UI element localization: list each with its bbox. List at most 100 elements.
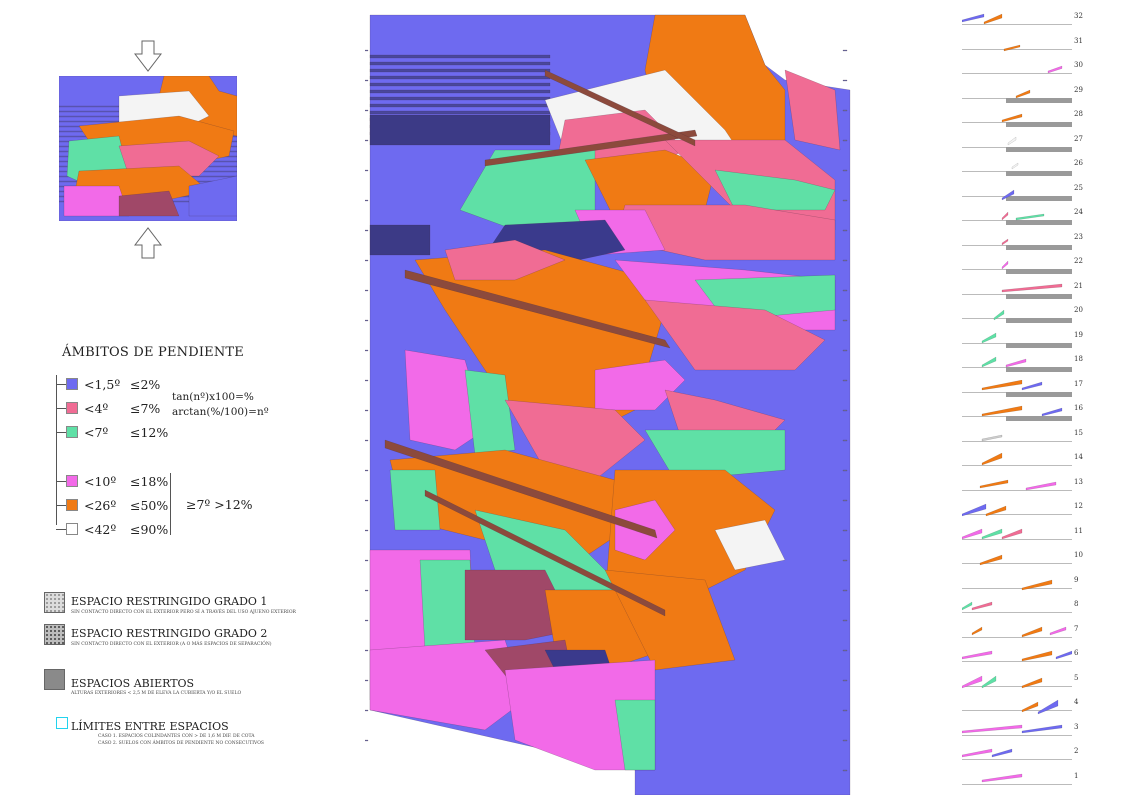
section-number: 16 <box>1074 404 1083 412</box>
section-number: 4 <box>1074 698 1079 706</box>
axis-tick <box>365 589 369 592</box>
axis-tick <box>365 619 369 622</box>
section-number: 3 <box>1074 722 1079 731</box>
section-open-space <box>1006 293 1072 299</box>
section-5: 5 <box>962 674 1122 692</box>
section-number: 10 <box>1074 551 1083 559</box>
axis-tick <box>842 109 848 112</box>
section-open-space <box>1006 146 1072 152</box>
section-ground-line <box>962 465 1072 466</box>
white-low <box>714 519 786 571</box>
section-22: 22 <box>962 257 1122 275</box>
axis-tick <box>842 709 848 712</box>
section-18: 18 <box>962 355 1122 373</box>
section-number: 25 <box>1074 183 1083 192</box>
section-slope-patch <box>991 748 1013 758</box>
axis-tick <box>365 409 369 412</box>
axis-tick <box>842 379 848 382</box>
section-open-space <box>1006 269 1072 274</box>
axis-tick <box>842 589 848 592</box>
section-slope-patch <box>1003 44 1021 51</box>
axis-tick <box>842 649 848 652</box>
section-10: 10 <box>962 551 1122 569</box>
section-number: 31 <box>1074 36 1083 45</box>
axis-tick <box>842 349 848 352</box>
restricted-1-swatch <box>44 592 65 613</box>
axis-tick <box>842 499 848 502</box>
section-number: 17 <box>1074 379 1083 388</box>
axis-tick <box>842 409 848 412</box>
section-slope-patch <box>981 773 1023 782</box>
section-ground-line <box>962 636 1072 638</box>
section-ground-line <box>962 734 1072 736</box>
axis-tick <box>842 289 848 292</box>
section-open-space <box>1006 318 1072 323</box>
axis-tick <box>365 49 369 52</box>
axis-tick <box>842 439 848 442</box>
axis-tick <box>365 649 369 652</box>
section-slope-patch <box>1001 260 1009 270</box>
section-open-space <box>1006 342 1072 348</box>
section-number: 1 <box>1074 771 1079 780</box>
dark-band <box>369 96 551 101</box>
section-slope-patch <box>1001 113 1023 123</box>
axis-tick <box>842 229 848 232</box>
section-slope-patch <box>981 453 1003 466</box>
axis-tick <box>365 139 369 142</box>
section-30: 30 <box>962 61 1122 79</box>
section-14: 14 <box>962 453 1122 471</box>
dark-band <box>369 103 551 108</box>
section-number: 19 <box>1074 330 1083 339</box>
section-slope-patch <box>979 554 1003 566</box>
section-slope-patch <box>1001 189 1015 200</box>
section-number: 32 <box>1074 12 1083 20</box>
section-32: 32 <box>962 12 1122 30</box>
section-1: 1 <box>962 772 1122 790</box>
axis-tick <box>365 199 369 202</box>
slope-legend-bracket <box>56 375 63 525</box>
swatch-2 <box>66 402 78 414</box>
section-open-space <box>1006 367 1072 372</box>
slope-row-2: <4º ≤7% <box>56 400 170 416</box>
section-slope-patch <box>1015 213 1045 221</box>
section-slope-patch <box>1055 650 1072 660</box>
section-slope-patch <box>1001 283 1063 292</box>
section-slope-patch <box>971 601 993 611</box>
section-2: 2 <box>962 747 1122 765</box>
section-slope-patch <box>981 332 997 343</box>
dark-band <box>369 54 551 59</box>
magenta-left <box>404 349 486 451</box>
section-slope-patch <box>1041 407 1063 417</box>
section-slope-patch <box>979 479 1009 488</box>
section-ground-line <box>962 538 1072 540</box>
section-open-space <box>1006 416 1072 421</box>
main-slope-map <box>365 10 855 795</box>
axis-tick <box>365 679 369 682</box>
section-open-space <box>1006 220 1072 225</box>
slope-row-1: <1,5º ≤2% <box>56 376 170 392</box>
green-base <box>614 699 656 771</box>
section-slope-patch <box>1021 579 1053 590</box>
section-ground-line <box>962 587 1072 589</box>
section-slope-patch <box>1021 724 1063 733</box>
section-24: 24 <box>962 208 1122 226</box>
section-ground-line <box>962 685 1072 687</box>
section-slope-patch <box>962 675 983 688</box>
section-29: 29 <box>962 86 1122 104</box>
group-label: ≥7º >12% <box>186 497 253 512</box>
swatch-6 <box>66 523 78 535</box>
axis-tick <box>365 79 369 82</box>
section-slope-patch <box>962 601 973 611</box>
axis-tick <box>842 559 848 562</box>
section-slope-patch <box>962 748 993 758</box>
section-slope-patch <box>981 528 1003 539</box>
section-slope-patch <box>1037 699 1059 715</box>
axis-tick <box>842 319 848 322</box>
section-slope-patch <box>1025 481 1057 490</box>
section-number: 14 <box>1074 453 1083 461</box>
section-slope-patch <box>1011 162 1019 170</box>
section-ground-line <box>962 514 1072 515</box>
section-number: 2 <box>1074 747 1079 755</box>
section-number: 23 <box>1074 232 1083 241</box>
slope-formula: tan(nº)x100=% arctan(%/100)=nº <box>172 391 269 418</box>
